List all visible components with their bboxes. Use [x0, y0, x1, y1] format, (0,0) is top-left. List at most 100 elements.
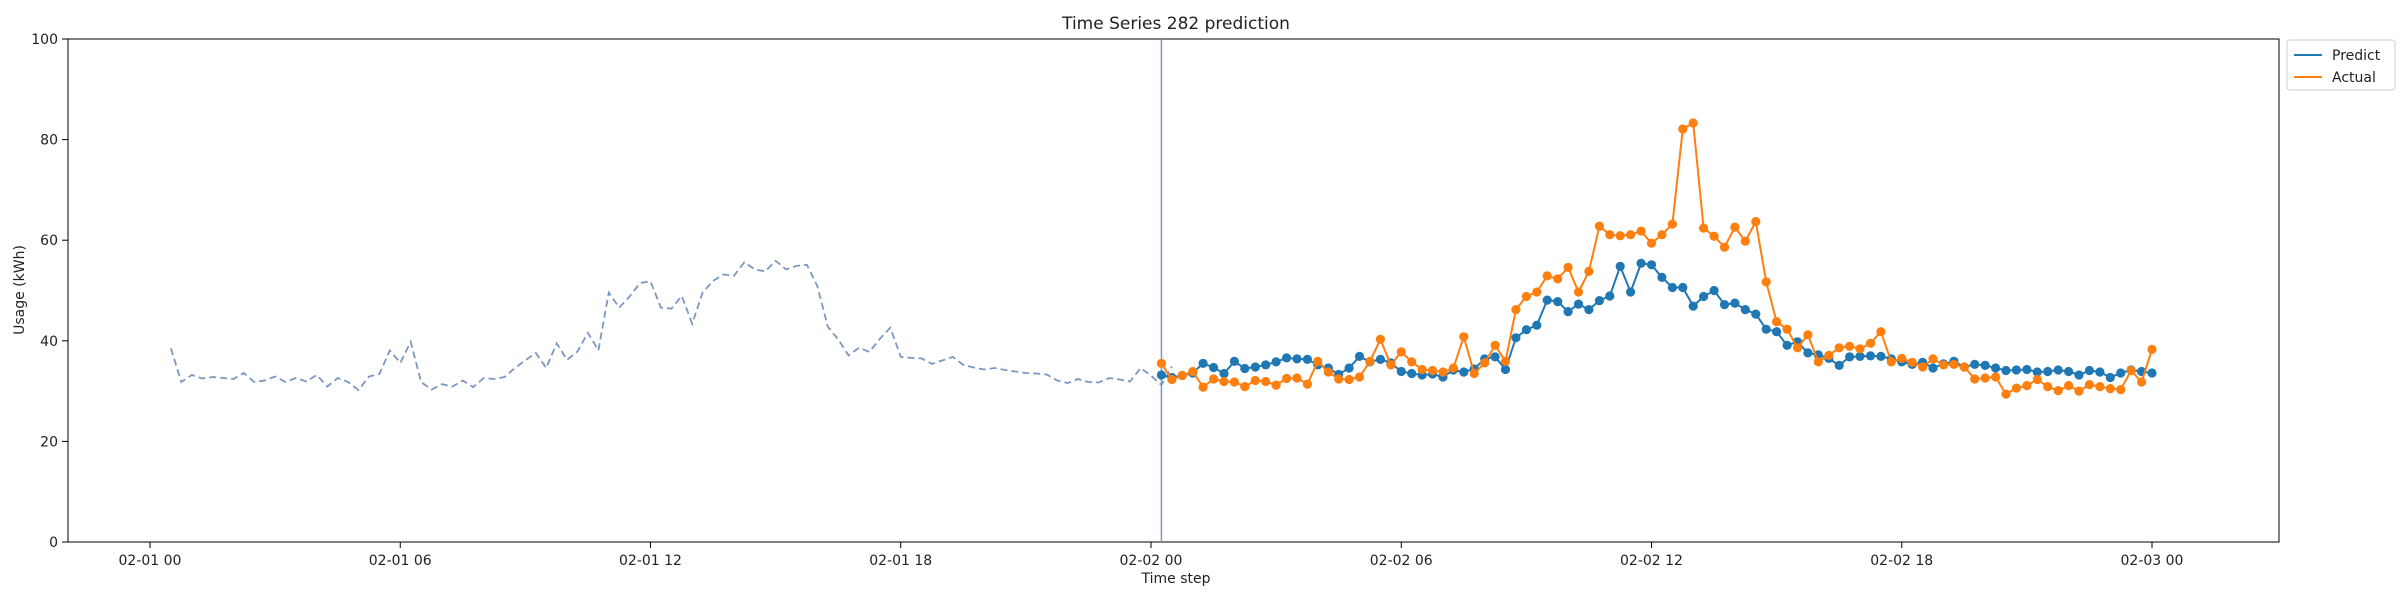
predict-point — [1250, 362, 1260, 372]
actual-point — [1605, 230, 1615, 240]
actual-point — [1344, 374, 1354, 385]
predict-point — [2011, 365, 2021, 375]
predict-point — [1459, 367, 1469, 377]
legend-label-actual: Actual — [2332, 70, 2376, 86]
actual-point — [2064, 381, 2074, 391]
actual-point — [1636, 226, 1646, 236]
actual-point — [1209, 374, 1219, 384]
actual-point — [2095, 382, 2105, 392]
actual-point — [2074, 386, 2084, 396]
x-tick-label: 02-01 00 — [119, 553, 182, 569]
x-tick-label: 02-02 06 — [1370, 553, 1433, 569]
actual-point — [1438, 367, 1448, 377]
predict-point — [2032, 367, 2042, 377]
legend-label-predict: Predict — [2332, 48, 2381, 64]
actual-point — [1615, 231, 1625, 241]
predict-point — [1667, 282, 1677, 293]
predict-point — [1730, 298, 1740, 308]
actual-point — [1782, 324, 1792, 334]
actual-point — [2126, 365, 2136, 376]
predict-point — [1198, 358, 1208, 368]
plot-frame — [67, 38, 2280, 543]
actual-point — [1177, 370, 1187, 381]
predict-point — [1761, 324, 1771, 334]
actual-point — [1219, 376, 1229, 387]
predict-point — [1980, 360, 1990, 370]
actual-point — [1594, 221, 1604, 231]
predict-point — [1709, 285, 1719, 296]
history-line — [170, 259, 1173, 392]
predict-point — [1636, 258, 1646, 268]
predict-point — [1970, 359, 1980, 369]
actual-point — [1761, 277, 1771, 287]
predict-point — [1605, 291, 1615, 301]
predict-point — [1740, 305, 1750, 315]
actual-point — [1198, 382, 1208, 392]
actual-point — [1845, 341, 1855, 351]
actual-point — [1240, 382, 1250, 392]
actual-point — [1480, 358, 1490, 368]
x-tick-label: 02-02 12 — [1620, 553, 1683, 569]
predict-point — [1240, 363, 1250, 374]
actual-point — [1459, 332, 1469, 342]
predict-point — [1209, 362, 1219, 373]
actual-point — [1928, 354, 1938, 364]
actual-line — [1160, 121, 2153, 396]
actual-point — [1261, 376, 1271, 387]
y-tick-label: 20 — [40, 434, 58, 450]
actual-point — [1730, 222, 1740, 232]
series-predict — [1156, 258, 2157, 383]
y-tick-label: 40 — [40, 334, 58, 350]
actual-point — [1834, 343, 1844, 353]
actual-point — [1354, 372, 1365, 382]
predict-point — [1292, 354, 1302, 364]
actual-point — [2105, 384, 2115, 394]
predict-point — [1500, 364, 1511, 375]
predict-point — [1834, 360, 1844, 370]
actual-point — [2043, 382, 2053, 392]
x-tick-label: 02-01 18 — [869, 553, 932, 569]
predict-point — [1271, 357, 1281, 367]
predict-point — [1845, 352, 1855, 362]
predict-point — [1699, 291, 1709, 302]
predict-point — [1719, 300, 1730, 310]
y-tick-label: 80 — [40, 133, 58, 149]
actual-point — [1448, 363, 1458, 373]
actual-point — [1573, 287, 1584, 297]
predict-point — [1302, 354, 1312, 364]
actual-point — [2001, 389, 2011, 399]
actual-point — [1417, 364, 1427, 375]
actual-point — [2032, 374, 2042, 385]
x-tick-label: 02-02 18 — [1870, 553, 1933, 569]
actual-point — [1876, 327, 1886, 337]
predict-point — [1803, 348, 1813, 358]
predict-point — [1344, 363, 1354, 373]
predict-point — [1261, 360, 1271, 370]
y-axis-label: Usage (kWh) — [12, 245, 28, 335]
x-axis-label: Time step — [1141, 571, 1211, 587]
predict-point — [1573, 299, 1584, 309]
series-actual — [1156, 118, 2157, 399]
actual-point — [1511, 305, 1521, 315]
actual-point — [1313, 356, 1323, 366]
actual-point — [1709, 231, 1719, 241]
y-tick-label: 0 — [49, 535, 58, 551]
predict-point — [1782, 340, 1792, 350]
predict-point — [1991, 363, 2001, 373]
actual-point — [1271, 380, 1281, 390]
actual-point — [2011, 383, 2021, 393]
x-axis: 02-01 00 02-01 06 02-01 12 02-01 18 02-02 00… — [119, 542, 2183, 569]
predict-point — [1584, 305, 1594, 315]
forecast-series — [1156, 118, 2157, 399]
predict-point — [1490, 352, 1500, 362]
predict-point — [1156, 370, 1166, 380]
actual-point — [1365, 356, 1375, 366]
actual-point — [1740, 236, 1750, 246]
predict-point — [1855, 351, 1865, 361]
actual-point — [1167, 374, 1177, 385]
actual-point — [1980, 373, 1990, 383]
actual-point — [2053, 386, 2063, 396]
actual-point — [1751, 217, 1761, 227]
actual-point — [2137, 377, 2147, 387]
